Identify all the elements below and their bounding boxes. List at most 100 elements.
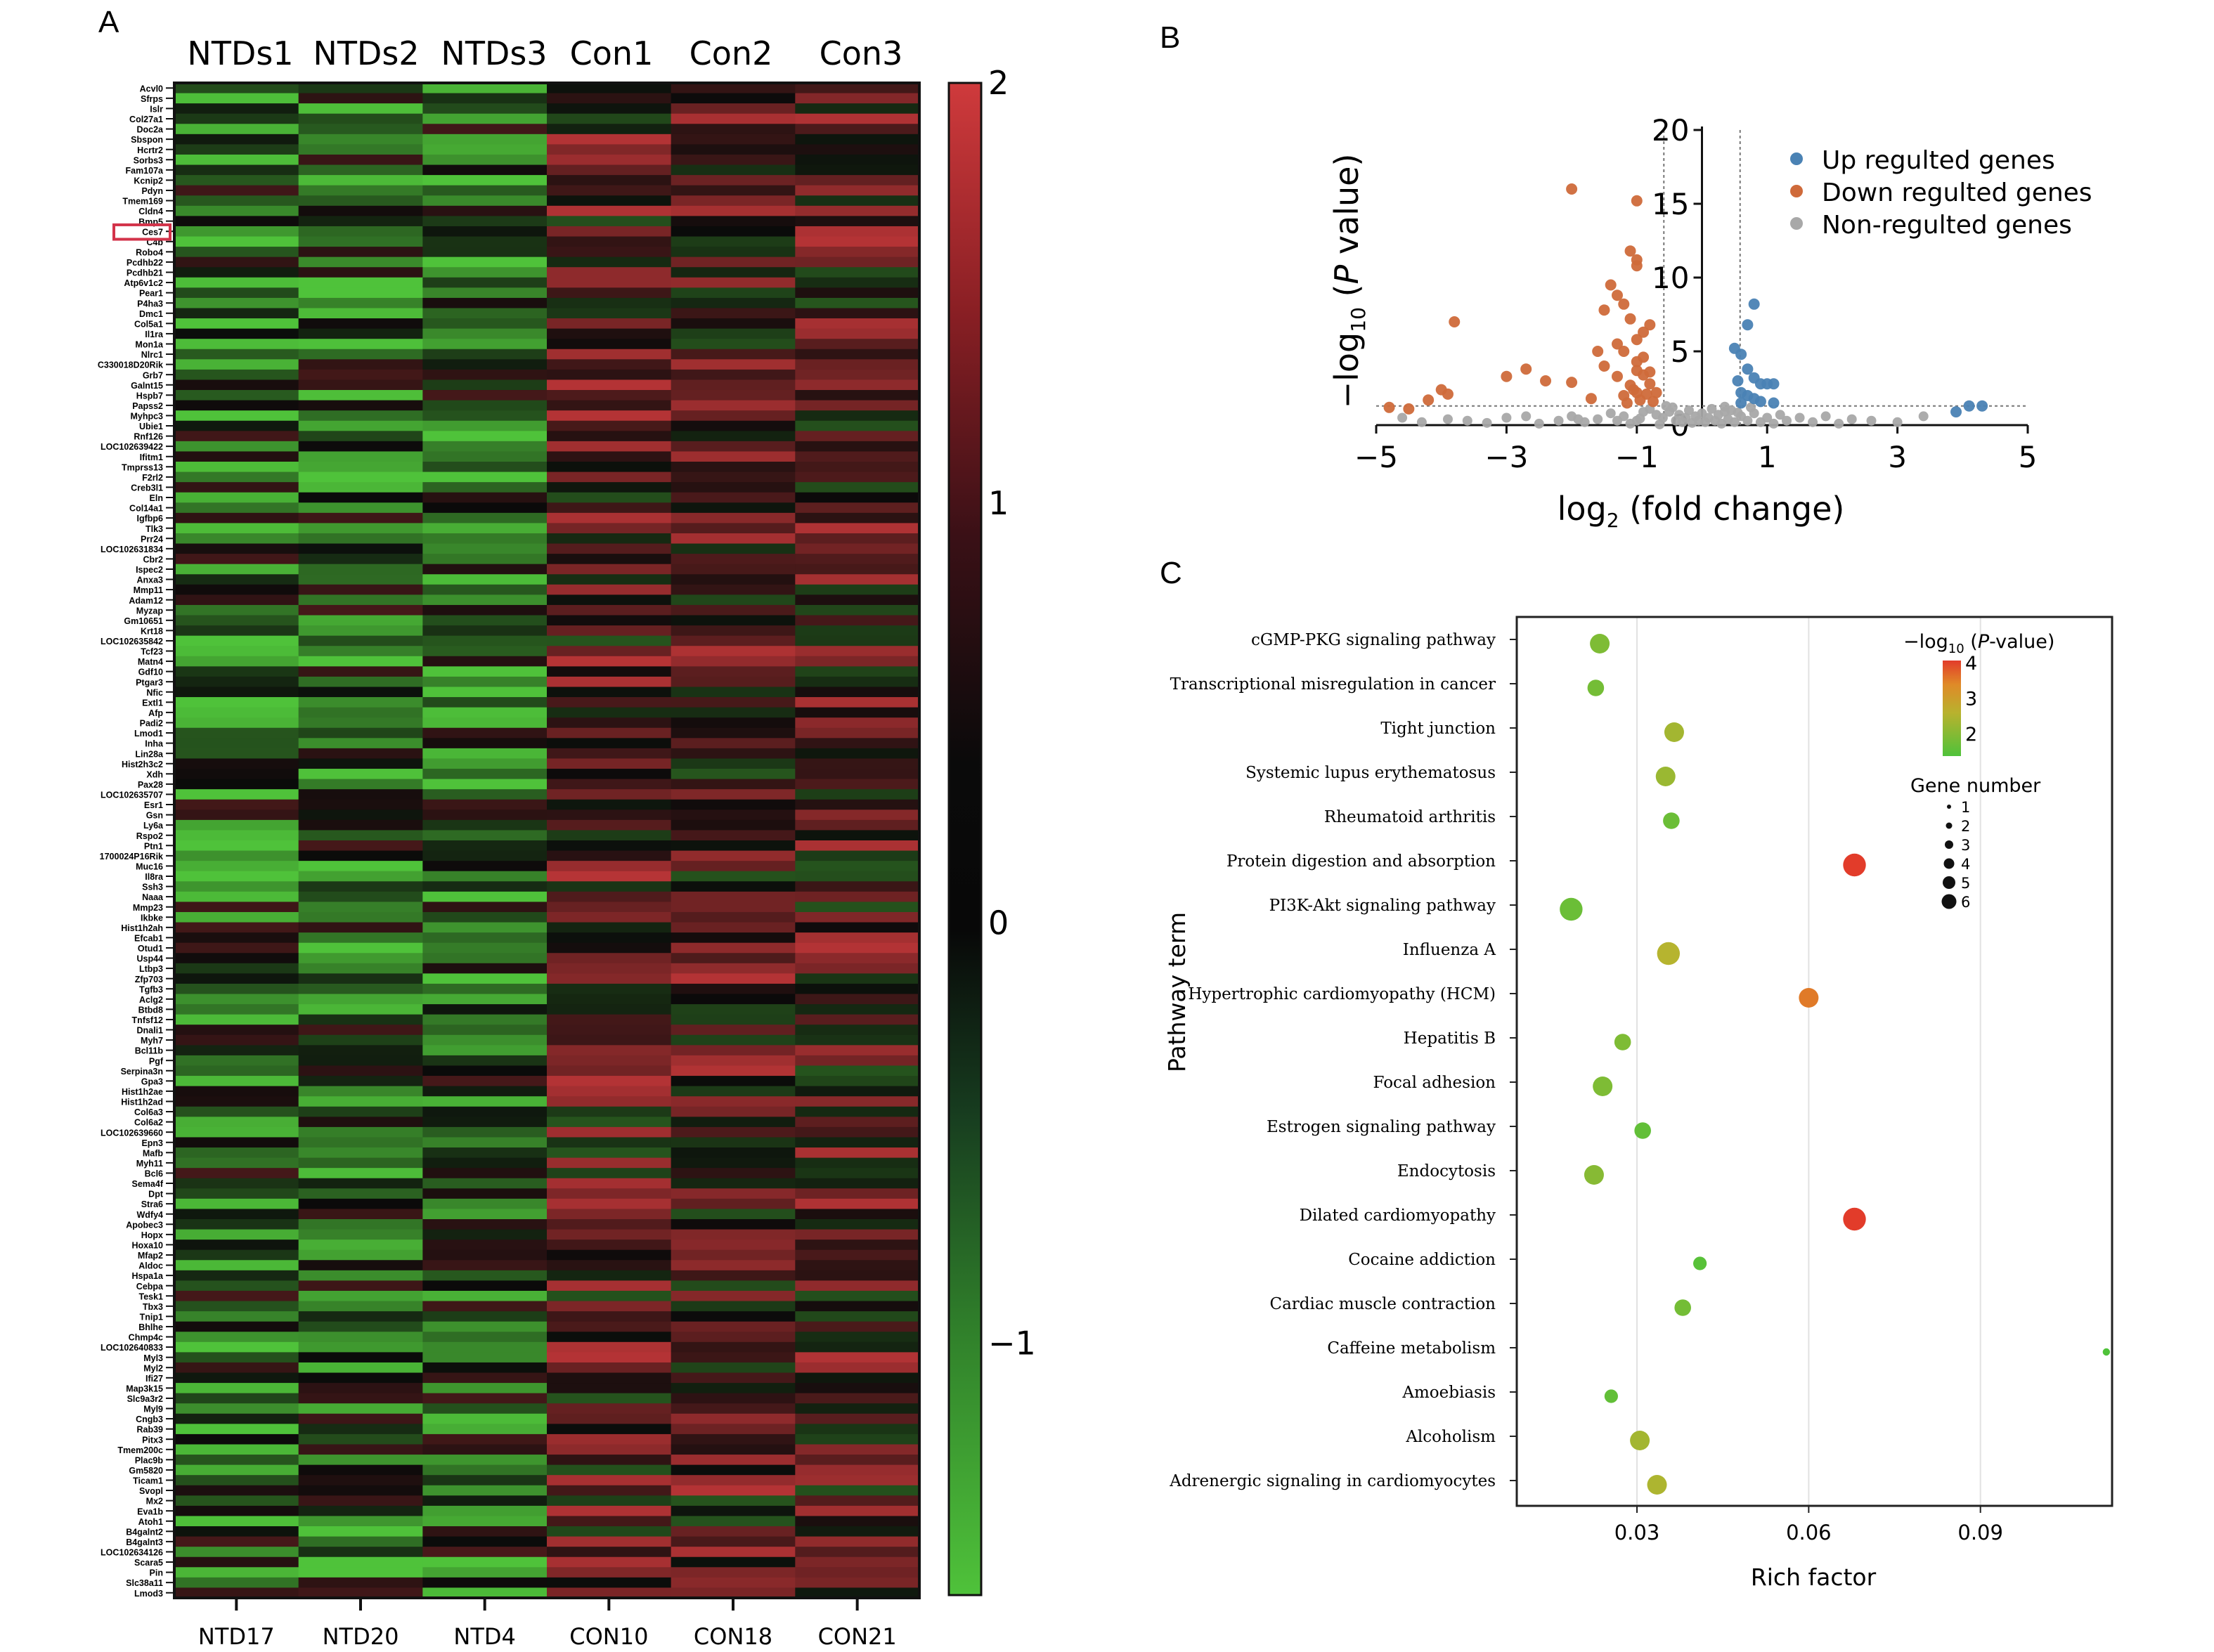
pathway-label: cGMP-PKG signaling pathway [1251,631,1496,649]
heatmap-cell [422,973,548,984]
volcano-point [1644,378,1656,390]
heatmap-cell [547,666,672,677]
heatmap-cell [422,144,548,155]
heatmap-cell [671,1547,796,1558]
heatmap-cell [795,1393,920,1404]
heatmap-cell [298,195,423,207]
heatmap-cell [422,93,548,104]
gene-label: Hspb7 [136,391,163,401]
heatmap-cell [671,1249,796,1261]
heatmap-cell [547,1311,672,1322]
heatmap-cell [298,267,423,278]
heatmap-cell [422,1362,548,1374]
volcano-legend-marker [1790,152,1803,165]
heatmap-cell [174,451,299,462]
gene-label: Dpt [148,1190,164,1199]
gene-label: Dmc1 [139,309,163,319]
heatmap-cell [298,175,423,186]
heatmap-cell [547,1413,672,1424]
heatmap-cell [174,1055,299,1067]
heatmap-cell [547,1198,672,1210]
gene-label: Tbx3 [143,1302,163,1312]
heatmap-cell [795,1260,920,1271]
heatmap-cell [174,420,299,431]
gene-label: Ptn1 [144,841,163,851]
heatmap-cell [422,1301,548,1312]
heatmap-cell [298,1311,423,1322]
heatmap-cell [422,963,548,974]
heatmap-cell [671,594,796,606]
bubble-point [1614,1034,1631,1051]
gene-label: Sfrps [141,94,163,104]
heatmap-cell [298,247,423,258]
heatmap-cell [671,1495,796,1507]
heatmap-cell [671,1485,796,1496]
heatmap-cell [422,1076,548,1087]
volcano-point [1638,326,1650,338]
heatmap-cell [547,400,672,411]
heatmap-cell [298,748,423,760]
volcano-point [1449,316,1461,327]
heatmap-cell [795,758,920,769]
heatmap-cell [547,1341,672,1353]
heatmap-cell [671,267,796,278]
volcano-point [1403,403,1415,415]
heatmap-cell [547,799,672,810]
heatmap-cell [422,410,548,422]
heatmap-cell [795,267,920,278]
heatmap-cell [174,1403,299,1414]
heatmap-cell [671,1475,796,1486]
heatmap-cell [298,953,423,964]
heatmap-cell [174,871,299,882]
gene-label: Islr [150,105,163,115]
heatmap-cell [671,850,796,861]
heatmap-cell [298,1485,423,1496]
pathway-label: Influenza A [1403,941,1496,959]
heatmap-cell [795,390,920,401]
heatmap-cell [547,911,672,923]
heatmap-cell [422,717,548,729]
heatmap-cell [174,1249,299,1261]
heatmap-cells [174,83,920,1599]
heatmap-cell [671,308,796,319]
size-legend-marker [1946,822,1953,829]
gene-label: Muc16 [136,862,163,872]
heatmap-cell [174,738,299,749]
heatmap-cell [422,809,548,821]
heatmap-cell [298,277,423,288]
heatmap-cell [671,1464,796,1476]
heatmap-cell [298,369,423,381]
heatmap-cell [547,891,672,903]
volcano-point [1963,400,1975,412]
gene-label: Svopl [139,1486,163,1496]
heatmap-cell [174,318,299,330]
heatmap-cell [671,216,796,227]
heatmap-cell [547,195,672,207]
colorbar-tick-label: 2 [988,64,1009,102]
heatmap-cell [298,707,423,718]
heatmap-cell [422,615,548,626]
heatmap-cell [298,1117,423,1128]
gene-label: Gm5820 [129,1466,163,1476]
heatmap-cell [671,1168,796,1179]
heatmap-cell [795,113,920,124]
heatmap-cell [422,1045,548,1056]
heatmap-cell [422,1096,548,1107]
heatmap-cell [795,656,920,667]
heatmap-cell [671,1229,796,1240]
gene-label: Tgfb3 [139,984,163,994]
heatmap-cell [174,1332,299,1343]
heatmap-cell [298,779,423,790]
heatmap-cell [422,267,548,278]
gene-label: Myh7 [141,1036,163,1046]
gene-label: Usp44 [136,954,163,964]
heatmap-cell [298,441,423,453]
volcano-point [1631,356,1643,368]
heatmap-cell [547,134,672,145]
heatmap-cell [298,543,423,554]
heatmap-cell [422,1086,548,1097]
heatmap-group-label: NTDs3 [441,34,547,72]
heatmap-cell [795,1106,920,1117]
heatmap-cell [422,1025,548,1036]
heatmap-cell [671,441,796,453]
